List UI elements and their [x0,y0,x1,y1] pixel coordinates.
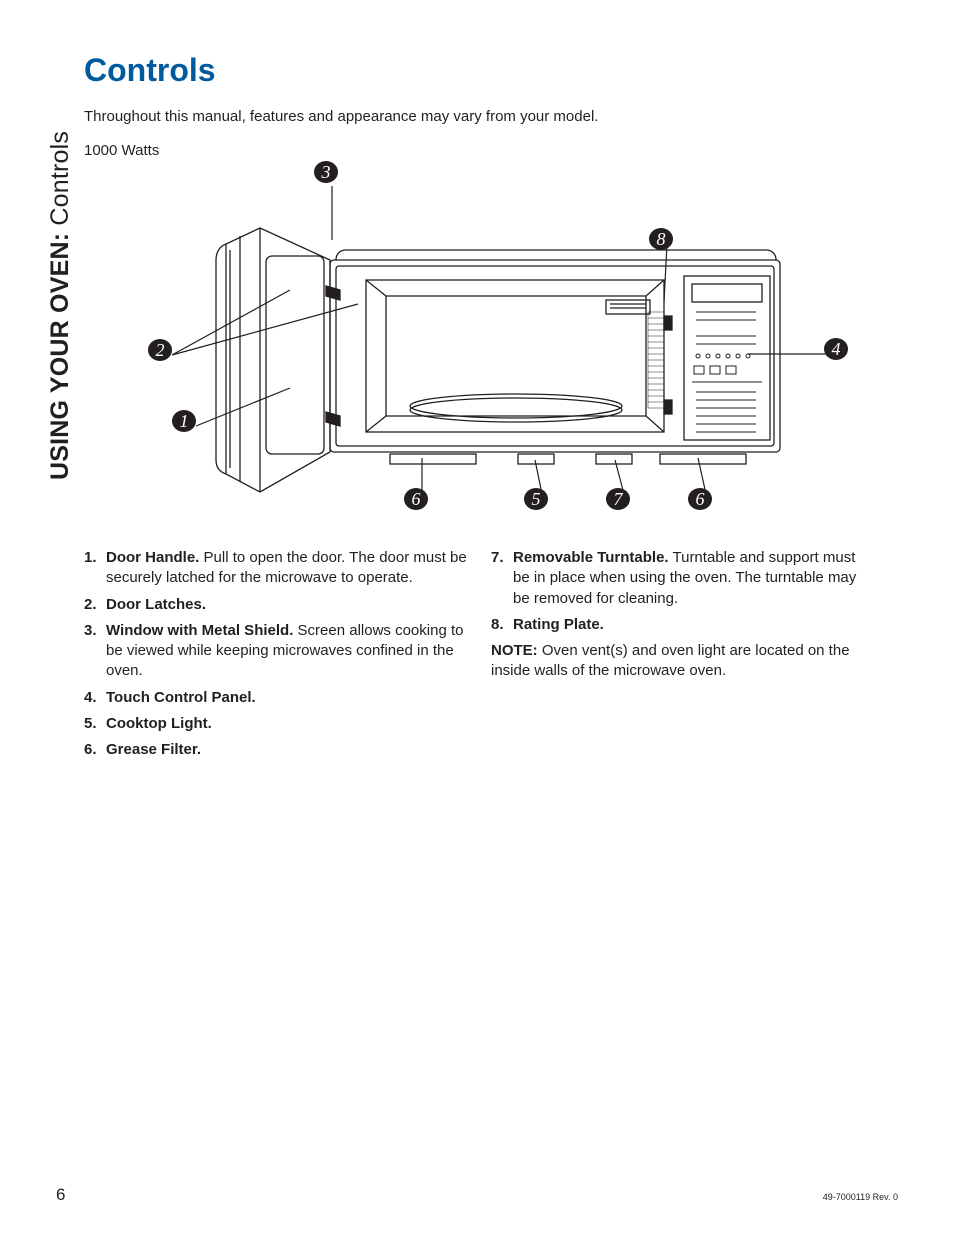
list-item-number: 3. [84,621,106,682]
svg-text:7: 7 [614,489,624,509]
section-header-vertical: USING YOUR OVEN: Controls [46,131,75,480]
list-item: 3.Window with Metal Shield. Screen allow… [84,621,467,682]
diagram-leaders [172,186,836,494]
list-item-body: Touch Control Panel. [106,688,467,708]
callout-4: 4 [824,338,848,360]
callout-1: 1 [172,410,196,432]
diagram-svg: 1 2 3 4 5 6 6 7 8 [140,160,860,520]
description-columns: 1.Door Handle. Pull to open the door. Th… [84,548,874,766]
list-item-body: Door Handle. Pull to open the door. The … [106,548,467,589]
list-item-title: Door Latches. [106,596,206,613]
list-item-number: 6. [84,740,106,760]
document-revision: 49-7000119 Rev. 0 [823,1192,898,1202]
list-item: 2.Door Latches. [84,595,467,615]
note: NOTE: Oven vent(s) and oven light are lo… [491,641,874,682]
list-item-title: Removable Turntable. [513,549,669,566]
callout-8: 8 [649,228,673,250]
microwave-diagram: 1 2 3 4 5 6 6 7 8 [140,160,860,520]
wattage-label: 1000 Watts [84,142,159,159]
callout-2: 2 [148,339,172,361]
list-item-title: Window with Metal Shield. [106,622,293,639]
svg-text:4: 4 [832,339,841,359]
list-item-title: Grease Filter. [106,741,201,758]
list-item-title: Touch Control Panel. [106,689,256,706]
list-item: 6.Grease Filter. [84,740,467,760]
list-item-body: Cooktop Light. [106,714,467,734]
list-item-number: 1. [84,548,106,589]
note-title: NOTE: [491,642,538,659]
list-item: 5.Cooktop Light. [84,714,467,734]
svg-text:2: 2 [156,340,165,360]
callout-3: 3 [314,161,338,183]
svg-text:6: 6 [412,489,421,509]
svg-text:1: 1 [180,411,189,431]
page-number: 6 [56,1185,65,1205]
callout-5: 5 [524,488,548,510]
section-header-regular: Controls [46,131,74,226]
right-column: 7.Removable Turntable. Turntable and sup… [491,548,874,766]
page: USING YOUR OVEN: Controls Controls Throu… [0,0,954,1235]
callout-7: 7 [606,488,630,510]
list-item-body: Door Latches. [106,595,467,615]
list-item-title: Cooktop Light. [106,715,212,732]
list-item: 8.Rating Plate. [491,615,874,635]
list-item: 4.Touch Control Panel. [84,688,467,708]
section-header-bold: USING YOUR OVEN: [46,226,74,480]
list-item-number: 5. [84,714,106,734]
list-item-title: Door Handle. [106,549,199,566]
list-item: 7.Removable Turntable. Turntable and sup… [491,548,874,609]
list-item-body: Window with Metal Shield. Screen allows … [106,621,467,682]
list-item-number: 2. [84,595,106,615]
svg-text:8: 8 [657,229,666,249]
list-item-title: Rating Plate. [513,616,604,633]
left-column: 1.Door Handle. Pull to open the door. Th… [84,548,467,766]
list-item-body: Grease Filter. [106,740,467,760]
callout-6: 6 [404,488,428,510]
note-desc: Oven vent(s) and oven light are located … [491,642,850,679]
svg-text:5: 5 [532,489,541,509]
page-title: Controls [84,52,216,89]
intro-text: Throughout this manual, features and app… [84,108,598,125]
list-item-number: 4. [84,688,106,708]
list-item-number: 7. [491,548,513,609]
list-item-body: Removable Turntable. Turntable and suppo… [513,548,874,609]
list-item-body: Rating Plate. [513,615,874,635]
svg-text:6: 6 [696,489,705,509]
svg-text:3: 3 [321,162,331,182]
list-item-number: 8. [491,615,513,635]
callout-6: 6 [688,488,712,510]
list-item: 1.Door Handle. Pull to open the door. Th… [84,548,467,589]
